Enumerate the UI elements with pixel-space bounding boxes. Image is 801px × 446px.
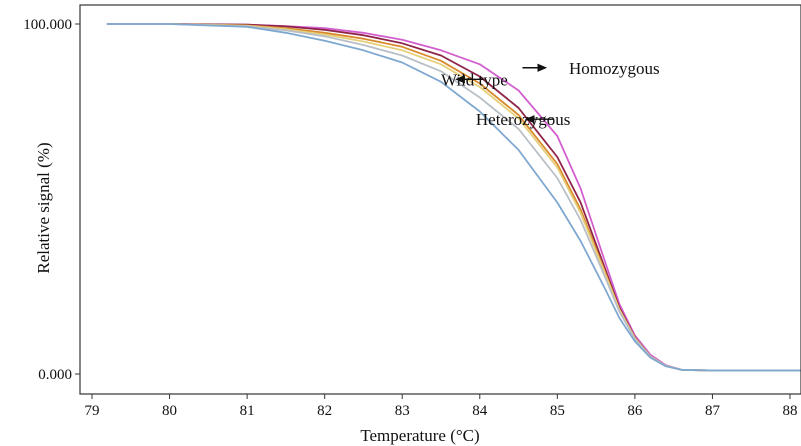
y-tick-label: 100.000 bbox=[23, 17, 72, 33]
x-axis-title: Temperature (°C) bbox=[360, 426, 479, 445]
x-axis-ticks: 79 80 81 82 83 84 85 86 87 88 bbox=[85, 394, 798, 419]
y-tick-label: 0.000 bbox=[38, 367, 72, 383]
x-tick-label: 84 bbox=[472, 403, 488, 419]
x-tick-label: 87 bbox=[705, 403, 721, 419]
x-tick-label: 81 bbox=[240, 403, 255, 419]
x-tick-label: 79 bbox=[85, 403, 100, 419]
x-tick-label: 88 bbox=[783, 403, 798, 419]
plot-frame bbox=[79, 4, 801, 395]
y-axis-title: Relative signal (%) bbox=[34, 142, 53, 273]
x-tick-label: 86 bbox=[627, 403, 643, 419]
series-line-6 bbox=[106, 23, 801, 372]
annotation-homozygous: Homozygous bbox=[569, 59, 660, 78]
x-tick-label: 85 bbox=[550, 403, 565, 419]
x-tick-label: 82 bbox=[317, 403, 332, 419]
series-lines bbox=[106, 23, 801, 372]
x-tick-label: 80 bbox=[162, 403, 177, 419]
x-tick-label: 83 bbox=[395, 403, 410, 419]
annotation-heterozygous: Heterozygous bbox=[476, 110, 570, 129]
y-axis-ticks: 100.000 0.000 bbox=[23, 17, 80, 383]
